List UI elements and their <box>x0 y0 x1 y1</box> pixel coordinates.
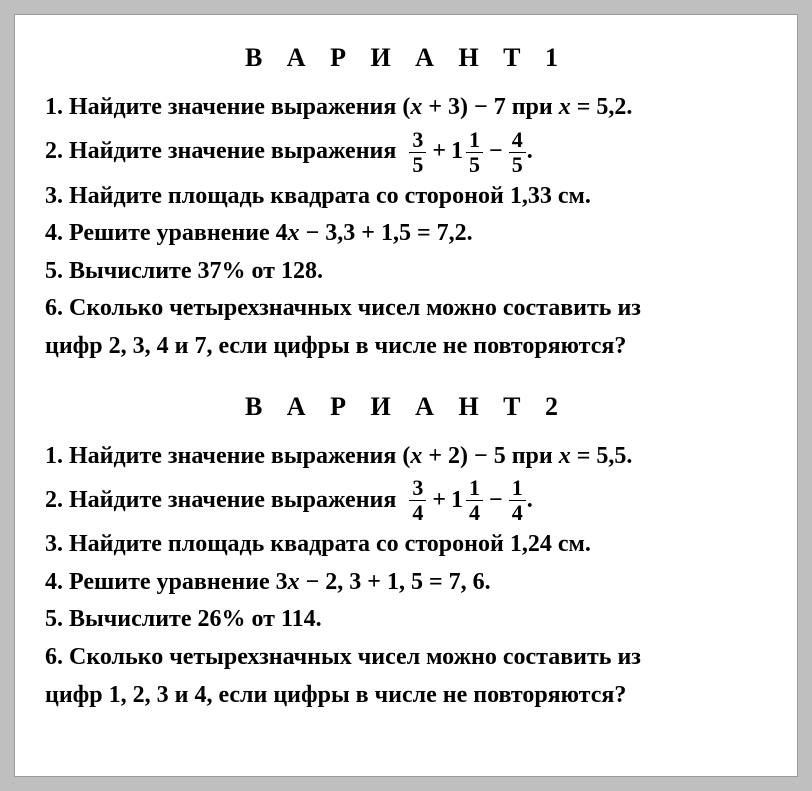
problem-number: 5. <box>45 606 63 632</box>
denominator: 5 <box>509 152 526 176</box>
var-x: x <box>410 443 422 469</box>
v1-problem-6: 6. Сколько четырехзначных чисел можно со… <box>45 292 767 326</box>
fraction: 45 <box>509 129 526 176</box>
problem-text: Сколько четырехзначных чисел можно соста… <box>63 295 641 321</box>
numerator: 1 <box>466 129 483 152</box>
fraction: 14 <box>466 477 483 524</box>
variant2-title: В А Р И А Н Т 2 <box>45 392 767 422</box>
var-x: x <box>288 569 300 595</box>
v1-problem-2: 2. Найдите значение выражения 35 + 115 −… <box>45 129 767 176</box>
problem-text: Найдите значение выражения ( <box>63 443 410 469</box>
v1-problem-4: 4. Решите уравнение 4x − 3,3 + 1,5 = 7,2… <box>45 217 767 251</box>
v2-problem-1: 1. Найдите значение выражения (x + 2) − … <box>45 440 767 474</box>
problem-text: Найдите площадь квадрата со стороной 1,2… <box>63 531 591 557</box>
problem-text: − 3,3 + 1,5 = 7,2. <box>300 220 473 246</box>
v2-problem-5: 5. Вычислите 26% от 114. <box>45 603 767 637</box>
mixed-fraction: 114 <box>451 477 484 524</box>
numerator: 1 <box>509 477 526 500</box>
v1-problem-1: 1. Найдите значение выражения (x + 3) − … <box>45 91 767 125</box>
v2-problem-2: 2. Найдите значение выражения 34 + 114 −… <box>45 477 767 524</box>
fraction: 35 <box>409 129 426 176</box>
var-x: x <box>559 443 571 469</box>
fraction: 34 <box>409 477 426 524</box>
whole-part: 1 <box>451 484 463 518</box>
problem-text: Найдите значение выражения ( <box>63 94 410 120</box>
numerator: 3 <box>409 129 426 152</box>
mixed-fraction: 115 <box>451 129 484 176</box>
problem-text: Вычислите 26% от 114. <box>63 606 322 632</box>
period: . <box>527 484 533 518</box>
denominator: 4 <box>509 500 526 524</box>
v1-problem-3: 3. Найдите площадь квадрата со стороной … <box>45 180 767 214</box>
problem-number: 3. <box>45 183 63 209</box>
problem-text: Найдите значение выражения <box>63 135 408 169</box>
problem-number: 4. <box>45 569 63 595</box>
whole-part: 1 <box>451 135 463 169</box>
problem-number: 5. <box>45 258 63 284</box>
v2-problem-6-line2: цифр 1, 2, 3 и 4, если цифры в числе не … <box>45 679 767 713</box>
var-x: x <box>559 94 571 120</box>
problem-text: + 3) − 7 при <box>422 94 558 120</box>
problem-text: Решите уравнение 3 <box>63 569 288 595</box>
var-x: x <box>288 220 300 246</box>
minus-op: − <box>484 135 508 169</box>
problem-text: Сколько четырехзначных чисел можно соста… <box>63 644 641 670</box>
numerator: 3 <box>409 477 426 500</box>
problem-text: Вычислите 37% от 128. <box>63 258 323 284</box>
denominator: 5 <box>466 152 483 176</box>
v1-problem-6-line2: цифр 2, 3, 4 и 7, если цифры в числе не … <box>45 330 767 364</box>
var-x: x <box>410 94 422 120</box>
problem-number: 1. <box>45 443 63 469</box>
v1-problem-5: 5. Вычислите 37% от 128. <box>45 255 767 289</box>
plus-op: + <box>427 135 451 169</box>
problem-text: Найдите значение выражения <box>63 484 408 518</box>
fraction: 14 <box>509 477 526 524</box>
v2-problem-3: 3. Найдите площадь квадрата со стороной … <box>45 528 767 562</box>
numerator: 4 <box>509 129 526 152</box>
problem-number: 1. <box>45 94 63 120</box>
section-gap <box>45 368 767 392</box>
v2-problem-4: 4. Решите уравнение 3x − 2, 3 + 1, 5 = 7… <box>45 566 767 600</box>
problem-text: Найдите площадь квадрата со стороной 1,3… <box>63 183 591 209</box>
problem-text: + 2) − 5 при <box>422 443 558 469</box>
problem-number: 4. <box>45 220 63 246</box>
problem-text: цифр 1, 2, 3 и 4, если цифры в числе не … <box>45 682 626 708</box>
denominator: 5 <box>409 152 426 176</box>
minus-op: − <box>484 484 508 518</box>
variant1-title: В А Р И А Н Т 1 <box>45 43 767 73</box>
fraction: 15 <box>466 129 483 176</box>
plus-op: + <box>427 484 451 518</box>
problem-text: = 5,5. <box>571 443 633 469</box>
period: . <box>527 135 533 169</box>
numerator: 1 <box>466 477 483 500</box>
problem-number: 6. <box>45 295 63 321</box>
problem-text: цифр 2, 3, 4 и 7, если цифры в числе не … <box>45 333 626 359</box>
problem-text: − 2, 3 + 1, 5 = 7, 6. <box>300 569 491 595</box>
problem-number: 2. <box>45 135 63 169</box>
v2-problem-6: 6. Сколько четырехзначных чисел можно со… <box>45 641 767 675</box>
problem-number: 2. <box>45 484 63 518</box>
page: В А Р И А Н Т 1 1. Найдите значение выра… <box>14 14 798 777</box>
problem-text: Решите уравнение 4 <box>63 220 288 246</box>
problem-number: 6. <box>45 644 63 670</box>
problem-text: = 5,2. <box>571 94 633 120</box>
denominator: 4 <box>466 500 483 524</box>
problem-number: 3. <box>45 531 63 557</box>
denominator: 4 <box>409 500 426 524</box>
